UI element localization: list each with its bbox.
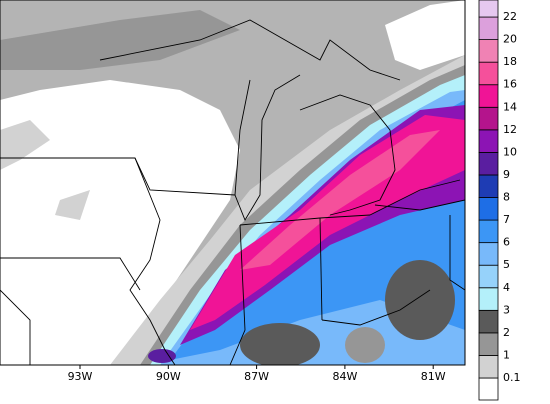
colorbar-swatch — [478, 39, 499, 63]
colorbar-swatch — [478, 0, 499, 18]
colorbar-swatch — [478, 16, 499, 41]
colorbar-label: 16 — [503, 78, 517, 91]
colorbar-label: 8 — [503, 191, 510, 204]
colorbar-label: 7 — [503, 213, 510, 226]
map-frame — [0, 0, 466, 366]
colorbar-swatch — [478, 377, 499, 401]
colorbar-swatch — [478, 219, 499, 244]
colorbar-label: 2 — [503, 326, 510, 339]
x-tick-label: 84W — [332, 370, 357, 383]
colorbar-swatch — [478, 106, 499, 131]
colorbar-swatch — [478, 332, 499, 356]
colorbar-label: 20 — [503, 33, 517, 46]
colorbar-label: 1 — [503, 348, 510, 361]
longitude-axis: 93W 90W 87W 84W 81W — [68, 365, 446, 383]
colorbar-label: 10 — [503, 145, 517, 158]
colorbar-label: 18 — [503, 55, 517, 68]
colorbar-swatch — [478, 197, 499, 221]
colorbar-swatch — [478, 355, 499, 379]
colorbar-label: 4 — [503, 281, 510, 294]
x-tick-label: 93W — [68, 370, 93, 383]
colorbar-label: 12 — [503, 123, 517, 136]
colorbar-label: 9 — [503, 168, 510, 181]
colorbar-swatch — [478, 84, 499, 108]
colorbar-swatch — [478, 264, 499, 289]
colorbar-swatch — [478, 242, 499, 266]
map-field — [0, 0, 465, 365]
colorbar-label: 6 — [503, 236, 510, 249]
colorbar-swatch — [478, 287, 499, 311]
colorbar-swatch — [478, 61, 499, 86]
colorbar-label: 22 — [503, 10, 517, 23]
x-tick-label: 87W — [244, 370, 269, 383]
colorbar-label: 3 — [503, 303, 510, 316]
x-tick-label: 81W — [421, 370, 446, 383]
colorbar-label: 0.1 — [503, 371, 521, 384]
colorbar-swatch — [478, 174, 499, 198]
colorbar-swatch — [478, 309, 499, 334]
colorbar-swatch — [478, 129, 499, 153]
x-tick-label: 90W — [156, 370, 181, 383]
colorbar-label: 5 — [503, 258, 510, 271]
colorbar-label: 14 — [503, 100, 517, 113]
colorbar-swatch — [478, 151, 499, 176]
